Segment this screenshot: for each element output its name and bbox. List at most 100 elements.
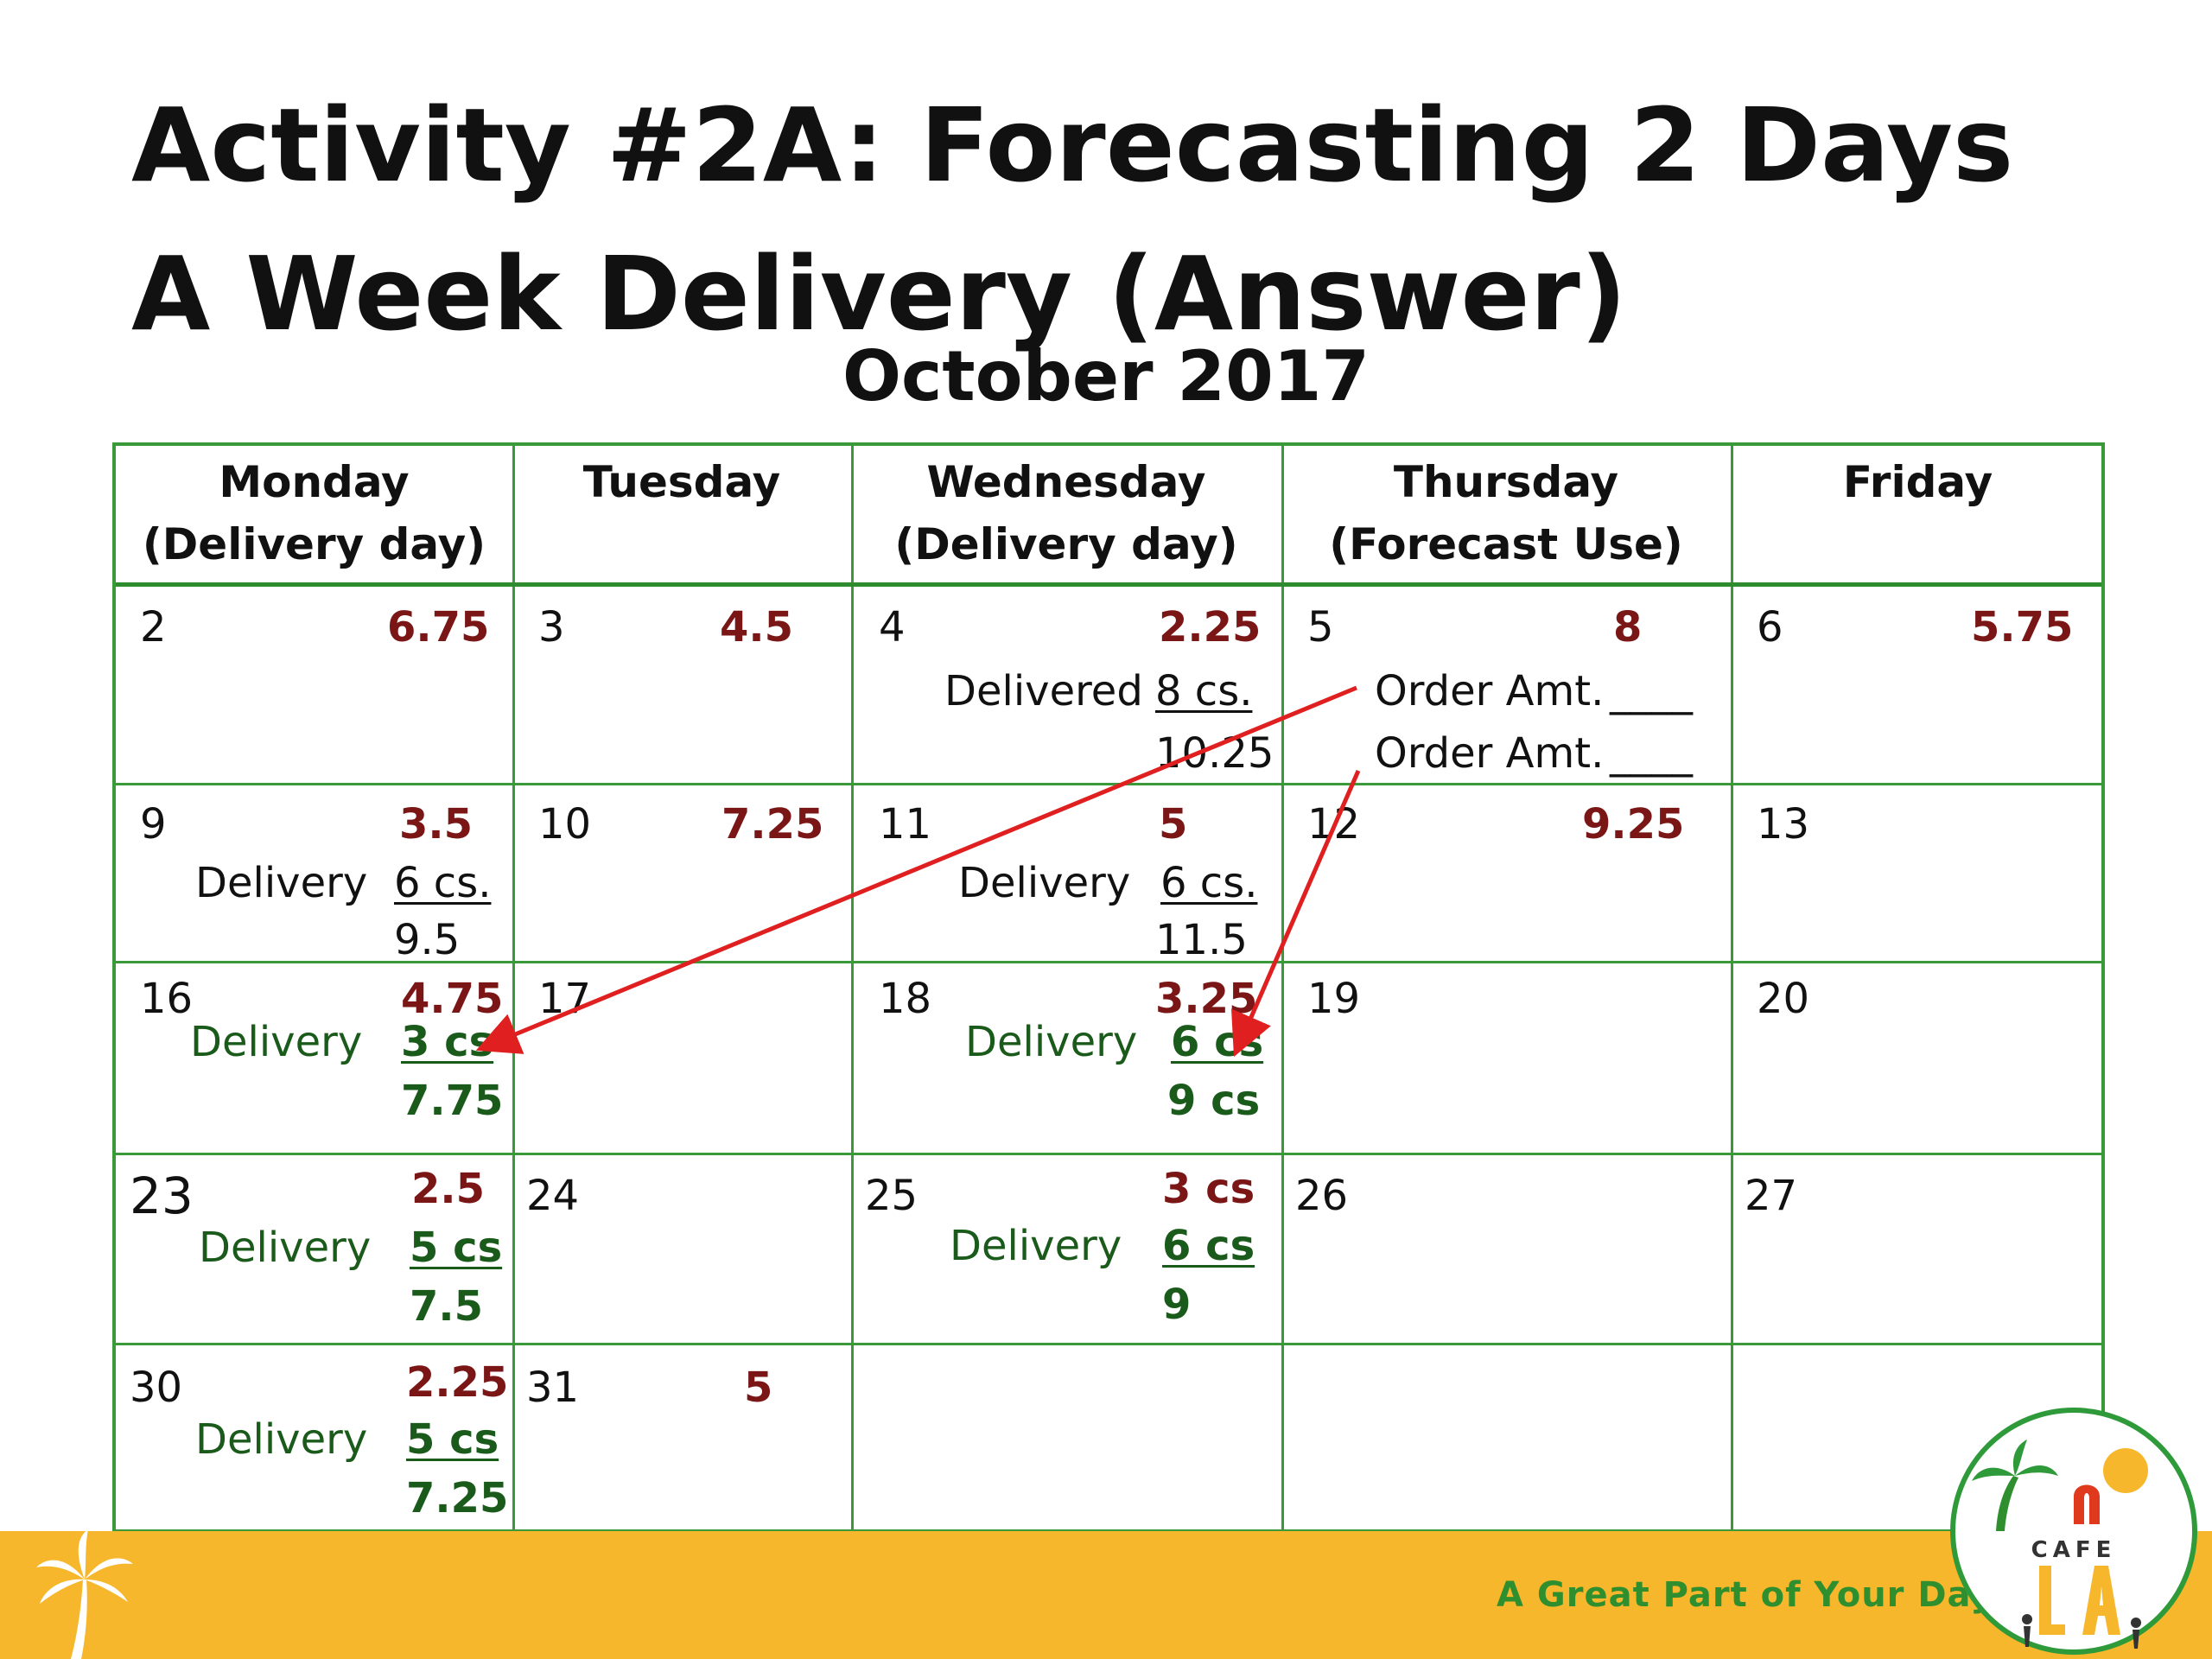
delivery-amount: 6 cs <box>1162 1222 1255 1270</box>
day-cell-oct-10: 10 7.25 <box>512 785 851 961</box>
usage-value: 4.5 <box>720 603 794 652</box>
header-day-name: Thursday <box>1393 457 1619 507</box>
delivered-label: Delivered <box>944 667 1143 715</box>
usage-value: 5.75 <box>1971 603 2074 652</box>
delivery-label: Delivery <box>958 859 1131 907</box>
day-cell-oct-13: 13 <box>1731 785 2105 961</box>
day-number: 30 <box>130 1363 183 1412</box>
footer-band <box>0 1531 2212 1659</box>
usage-value: 5 <box>744 1363 773 1412</box>
day-cell-oct-9: 9 3.5 Delivery 6 cs. 9.5 <box>116 785 512 964</box>
day-cell-oct-3: 3 4.5 <box>512 584 851 783</box>
day-cell-oct-11: 11 5 Delivery 6 cs. 11.5 <box>851 785 1281 964</box>
running-total: 11.5 <box>1155 916 1248 964</box>
day-cell-oct-17: 17 <box>512 963 851 1153</box>
usage-value: 2.5 <box>411 1165 486 1213</box>
header-note: (Delivery day) <box>894 519 1238 569</box>
day-cell-oct-18: 18 3.25 Delivery 6 cs 9 cs <box>851 963 1281 1153</box>
grid-line <box>116 582 2101 587</box>
delivery-amount: 6 cs. <box>1160 859 1258 907</box>
day-number: 3 <box>538 603 565 652</box>
cafe-logo: CAFE <box>1950 1408 2197 1655</box>
order-amount-label: Order Amt. <box>1375 729 1605 778</box>
day-number: 25 <box>865 1172 918 1220</box>
day-number: 18 <box>879 975 932 1023</box>
calendar-grid: Monday (Delivery day) Tuesday Wednesday … <box>112 442 2105 1533</box>
usage-value: 5 <box>1159 800 1188 849</box>
day-number: 19 <box>1307 975 1361 1023</box>
running-total: 9 <box>1162 1281 1192 1329</box>
running-total: 10.25 <box>1155 729 1274 778</box>
day-number: 9 <box>140 800 167 849</box>
header-friday: Friday <box>1731 446 2105 584</box>
day-cell-oct-16: 16 4.75 Delivery 3 cs 7.75 <box>116 963 512 1153</box>
day-number: 6 <box>1757 603 1783 652</box>
day-cell-oct-20: 20 <box>1731 963 2105 1153</box>
delivery-label: Delivery <box>965 1018 1138 1066</box>
day-number: 12 <box>1307 800 1361 849</box>
header-day-name: Monday <box>219 457 410 507</box>
day-number: 4 <box>879 603 906 652</box>
header-thursday: Thursday (Forecast Use) <box>1281 446 1731 584</box>
day-number: 16 <box>140 975 194 1023</box>
usage-value: 6.75 <box>387 603 490 652</box>
header-day-name: Tuesday <box>582 457 781 507</box>
delivery-label: Delivery <box>199 1224 372 1272</box>
day-number: 24 <box>526 1172 580 1220</box>
slide-title: Activity #2A: Forecasting 2 Days A Week … <box>131 86 2014 353</box>
day-cell-oct-23: 23 2.5 Delivery 5 cs 7.5 <box>116 1154 512 1343</box>
delivery-label: Delivery <box>195 859 368 907</box>
usage-value: 3 cs <box>1162 1165 1255 1213</box>
day-cell-oct-5: 5 8 Order Amt. ____ Order Amt. ____ <box>1281 584 1731 783</box>
header-wednesday: Wednesday (Delivery day) <box>851 446 1281 584</box>
day-cell-oct-25: 25 3 cs Delivery 6 cs 9 <box>851 1154 1281 1343</box>
running-total: 7.25 <box>406 1474 509 1522</box>
usage-value: 2.25 <box>406 1358 509 1407</box>
day-cell-oct-30: 30 2.25 Delivery 5 cs 7.25 <box>116 1344 512 1533</box>
logo-text: CAFE <box>2031 1537 2117 1563</box>
order-amount-label: Order Amt. <box>1375 667 1605 715</box>
running-total: 9 cs <box>1167 1077 1261 1125</box>
delivery-amount: 5 cs <box>406 1415 499 1464</box>
day-cell-oct-24: 24 <box>512 1154 851 1343</box>
day-number: 10 <box>538 800 592 849</box>
usage-value: 9.25 <box>1582 800 1685 849</box>
running-total: 7.75 <box>401 1077 504 1125</box>
usage-value: 8 <box>1613 603 1643 652</box>
footer-tagline: A Great Part of Your Day <box>1497 1575 1994 1615</box>
order-amount-blank: ____ <box>1610 729 1693 778</box>
day-number: 20 <box>1757 975 1810 1023</box>
day-number: 11 <box>879 800 932 849</box>
day-number: 23 <box>130 1166 194 1225</box>
day-number: 5 <box>1307 603 1334 652</box>
usage-value: 7.25 <box>721 800 824 849</box>
delivery-amount: 5 cs <box>410 1224 503 1272</box>
palm-tree-icon <box>36 1529 133 1659</box>
day-number: 31 <box>526 1363 580 1412</box>
running-total: 9.5 <box>394 916 461 964</box>
day-cell-oct-2: 2 6.75 <box>116 584 512 783</box>
day-number: 27 <box>1745 1172 1798 1220</box>
delivery-amount: 3 cs <box>401 1018 494 1066</box>
day-cell-oct-27: 27 <box>1731 1154 2105 1343</box>
grid-line <box>1731 446 1733 1529</box>
day-cell-oct-31: 31 5 <box>512 1344 851 1533</box>
grid-line <box>116 1153 2101 1155</box>
header-day-name: Friday <box>1842 457 1993 507</box>
day-cell-oct-26: 26 <box>1281 1154 1731 1343</box>
day-number: 2 <box>140 603 167 652</box>
header-monday: Monday (Delivery day) <box>116 446 512 584</box>
day-cell-oct-19: 19 <box>1281 963 1731 1153</box>
delivery-label: Delivery <box>950 1222 1122 1270</box>
grid-line <box>116 1343 2101 1345</box>
delivery-label: Delivery <box>195 1415 368 1464</box>
usage-value: 2.25 <box>1159 603 1262 652</box>
header-tuesday: Tuesday <box>512 446 851 584</box>
calendar-month: October 2017 <box>842 336 1370 416</box>
running-total: 7.5 <box>410 1282 484 1331</box>
header-note: (Forecast Use) <box>1329 519 1683 569</box>
day-number: 13 <box>1757 800 1810 849</box>
delivery-amount: 6 cs <box>1171 1018 1264 1066</box>
header-note: (Delivery day) <box>142 519 486 569</box>
order-amount-blank: ____ <box>1610 667 1693 715</box>
